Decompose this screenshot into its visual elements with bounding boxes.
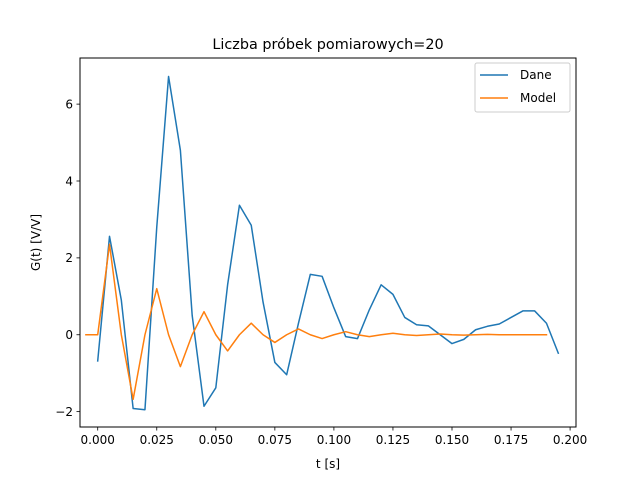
y-tick-label: 0: [65, 328, 73, 342]
y-tick-label: 6: [65, 97, 73, 111]
y-tick-label: 2: [65, 251, 73, 265]
x-tick-label: 0.025: [140, 433, 174, 447]
plot-frame: [79, 57, 577, 428]
x-axis-label: t [s]: [316, 457, 340, 471]
x-tick-label: 0.125: [376, 433, 410, 447]
x-tick-label: 0.100: [317, 433, 351, 447]
x-tick-label: 0.200: [553, 433, 587, 447]
y-axis-label: G(t) [V/V]: [29, 214, 43, 271]
legend: Dane Model: [474, 62, 571, 113]
series-line-model: [85, 243, 548, 401]
x-tick-label: 0.000: [81, 433, 115, 447]
legend-label-dane: Dane: [520, 68, 552, 82]
y-tick-label: −2: [55, 405, 73, 419]
plot-series: [85, 75, 560, 411]
chart-title: Liczba próbek pomiarowych=20: [212, 37, 443, 53]
x-axis: 0.000 0.025 0.050 0.075 0.100 0.125 0.150 0.175…: [81, 427, 587, 447]
x-tick-label: 0.175: [494, 433, 528, 447]
y-axis: −2 0 2 4 6: [55, 97, 80, 419]
legend-label-model: Model: [520, 91, 556, 105]
series-line-dane: [96, 75, 560, 411]
x-tick-label: 0.150: [435, 433, 469, 447]
x-tick-label: 0.075: [258, 433, 292, 447]
x-tick-label: 0.050: [199, 433, 233, 447]
y-tick-label: 4: [65, 174, 73, 188]
